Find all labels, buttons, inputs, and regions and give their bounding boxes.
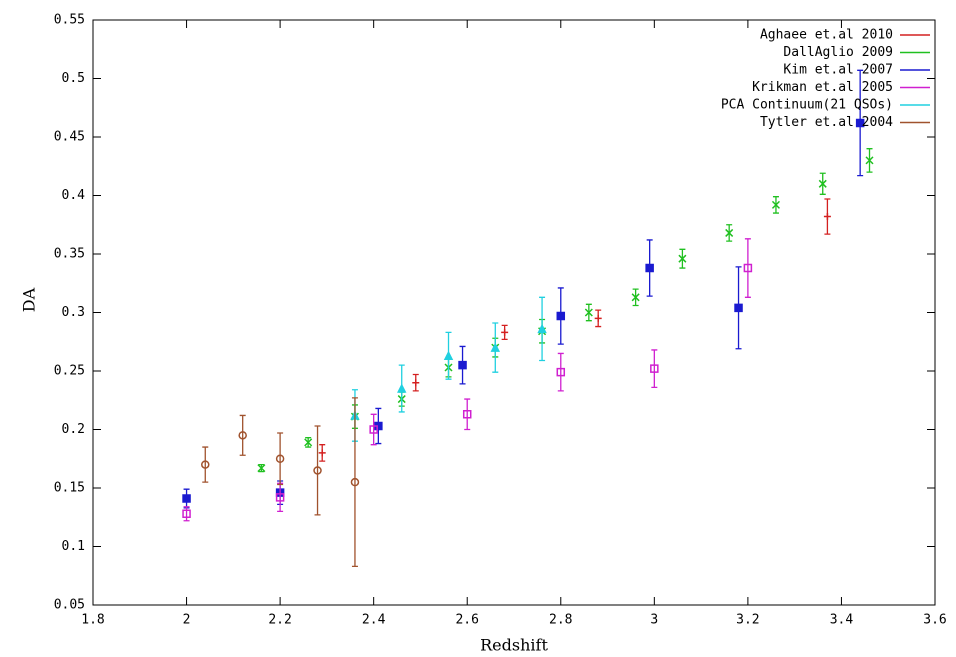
- point: [584, 308, 593, 317]
- x-tick-label: 3.6: [923, 613, 946, 628]
- y-tick-label: 0.35: [54, 247, 85, 262]
- y-tick-label: 0.1: [62, 539, 85, 554]
- x-tick-label: 2.6: [455, 613, 478, 628]
- x-tick-label: 3.2: [736, 613, 759, 628]
- point: [855, 118, 865, 128]
- legend-label: DallAglio 2009: [783, 45, 893, 60]
- point: [865, 156, 874, 165]
- point: [734, 303, 743, 313]
- point: [275, 493, 285, 502]
- error-bar: [370, 413, 377, 446]
- point: [369, 425, 378, 434]
- y-tick-label: 0.45: [54, 130, 85, 145]
- point: [594, 314, 602, 322]
- x-tick-label: 1.8: [81, 613, 104, 628]
- point: [743, 263, 753, 273]
- point: [556, 367, 566, 377]
- error-bar: [464, 398, 471, 431]
- point: [771, 200, 780, 209]
- point: [350, 477, 360, 487]
- y-axis-title: DA: [20, 287, 39, 312]
- y-tick-label: 0.15: [54, 481, 85, 496]
- x-tick-label: 2: [183, 613, 191, 628]
- error-bar: [277, 432, 284, 486]
- error-bar: [183, 506, 190, 522]
- point: [275, 454, 285, 463]
- y-tick-label: 0.3: [62, 305, 85, 320]
- x-tick-label: 2.4: [362, 613, 386, 628]
- point: [238, 431, 247, 440]
- legend-label: PCA Continuum(21 QSOs): [721, 98, 893, 113]
- point: [318, 449, 326, 457]
- point: [725, 228, 734, 237]
- error-bar: [277, 482, 284, 513]
- error-bar: [744, 238, 751, 298]
- y-tick-label: 0.25: [54, 364, 85, 379]
- point: [462, 410, 472, 419]
- x-axis-title: Redshift: [480, 636, 548, 655]
- point: [397, 383, 407, 393]
- x-tick-label: 3.4: [830, 613, 854, 628]
- point: [257, 464, 266, 473]
- point: [412, 379, 420, 387]
- error-bar: [651, 349, 658, 389]
- y-tick-label: 0.2: [62, 422, 85, 437]
- point: [304, 438, 313, 447]
- legend-label: Aghaee et.al 2010: [760, 28, 893, 43]
- legend-label: Kim et.al 2007: [783, 63, 893, 78]
- point: [182, 509, 191, 518]
- point: [556, 311, 566, 321]
- x-tick-label: 3: [650, 613, 658, 628]
- y-tick-label: 0.55: [54, 13, 85, 28]
- point: [650, 364, 659, 373]
- point: [645, 263, 654, 273]
- point: [537, 323, 547, 334]
- error-bar: [202, 446, 209, 483]
- y-tick-label: 0.4: [62, 188, 86, 203]
- x-tick-label: 2.8: [549, 613, 572, 628]
- point: [818, 179, 827, 188]
- legend-label: Krikman et.al 2005: [752, 80, 893, 95]
- y-tick-label: 0.05: [54, 598, 85, 613]
- point: [313, 466, 322, 475]
- point: [631, 293, 640, 302]
- point: [458, 360, 467, 370]
- point: [501, 328, 509, 336]
- x-tick-label: 2.2: [268, 613, 291, 628]
- point: [201, 460, 210, 469]
- point: [182, 494, 191, 503]
- error-bar: [557, 352, 564, 392]
- point: [490, 342, 501, 352]
- error-bar: [351, 397, 358, 568]
- error-bar: [314, 425, 321, 516]
- legend-label: Tytler et.al 2004: [760, 115, 893, 130]
- error-bar: [239, 414, 246, 456]
- point: [823, 213, 831, 221]
- point: [678, 254, 687, 263]
- point: [443, 350, 454, 361]
- y-tick-label: 0.5: [62, 71, 85, 86]
